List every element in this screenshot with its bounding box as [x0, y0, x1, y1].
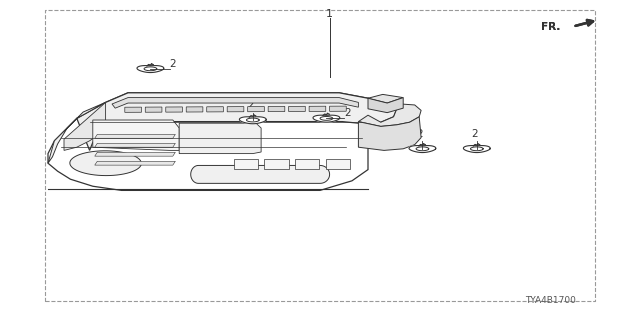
- Polygon shape: [95, 152, 175, 156]
- Polygon shape: [77, 93, 397, 150]
- Text: FR.: FR.: [541, 22, 560, 32]
- Polygon shape: [358, 117, 421, 150]
- Polygon shape: [93, 120, 179, 150]
- Text: 1: 1: [326, 9, 333, 20]
- Polygon shape: [64, 102, 106, 150]
- Polygon shape: [239, 117, 266, 124]
- Polygon shape: [313, 115, 340, 122]
- Polygon shape: [179, 123, 261, 154]
- Polygon shape: [326, 159, 350, 169]
- Text: 2: 2: [344, 108, 351, 118]
- Polygon shape: [70, 151, 141, 176]
- Polygon shape: [145, 107, 162, 112]
- Polygon shape: [368, 98, 403, 113]
- Polygon shape: [264, 159, 289, 169]
- Polygon shape: [248, 107, 264, 112]
- Polygon shape: [95, 134, 175, 138]
- Text: 2: 2: [417, 129, 423, 139]
- Polygon shape: [137, 66, 164, 73]
- Polygon shape: [268, 107, 285, 112]
- Polygon shape: [234, 159, 258, 169]
- Polygon shape: [330, 106, 346, 111]
- Polygon shape: [191, 165, 330, 183]
- Text: 2: 2: [471, 129, 477, 139]
- Polygon shape: [112, 98, 358, 108]
- Polygon shape: [125, 107, 141, 112]
- Polygon shape: [95, 143, 175, 147]
- Text: FR.: FR.: [541, 22, 560, 32]
- Polygon shape: [309, 106, 326, 111]
- Polygon shape: [463, 146, 490, 153]
- Polygon shape: [48, 102, 106, 163]
- Polygon shape: [368, 94, 403, 103]
- Text: TYA4B1700: TYA4B1700: [525, 296, 576, 305]
- Polygon shape: [48, 93, 397, 190]
- Polygon shape: [409, 146, 436, 153]
- Polygon shape: [166, 107, 182, 112]
- Polygon shape: [186, 107, 203, 112]
- Polygon shape: [227, 107, 244, 112]
- Polygon shape: [95, 161, 175, 165]
- Polygon shape: [358, 103, 421, 126]
- Polygon shape: [289, 106, 305, 111]
- Text: 2: 2: [170, 59, 176, 69]
- Text: 2: 2: [247, 100, 253, 110]
- Polygon shape: [295, 159, 319, 169]
- Polygon shape: [207, 107, 223, 112]
